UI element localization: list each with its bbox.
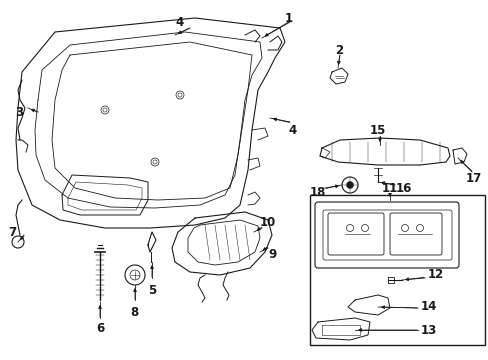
- Text: 8: 8: [130, 306, 138, 319]
- Text: 4: 4: [175, 15, 183, 28]
- Text: 1: 1: [285, 12, 292, 24]
- Bar: [309, 195, 484, 345]
- Text: 3: 3: [15, 105, 23, 118]
- Text: 11: 11: [381, 181, 397, 194]
- Text: 14: 14: [420, 301, 436, 314]
- Text: 7: 7: [8, 225, 16, 238]
- Text: 12: 12: [427, 269, 443, 282]
- Circle shape: [346, 181, 353, 189]
- Text: 4: 4: [287, 123, 296, 136]
- Text: 10: 10: [260, 216, 276, 229]
- Text: 18: 18: [309, 185, 325, 198]
- Text: 16: 16: [395, 181, 411, 194]
- Text: 9: 9: [267, 248, 276, 261]
- Text: 15: 15: [369, 123, 386, 136]
- Text: 2: 2: [334, 44, 343, 57]
- Text: 5: 5: [148, 284, 156, 297]
- Text: 6: 6: [96, 321, 104, 334]
- Text: 13: 13: [420, 324, 436, 337]
- Text: 17: 17: [465, 171, 481, 184]
